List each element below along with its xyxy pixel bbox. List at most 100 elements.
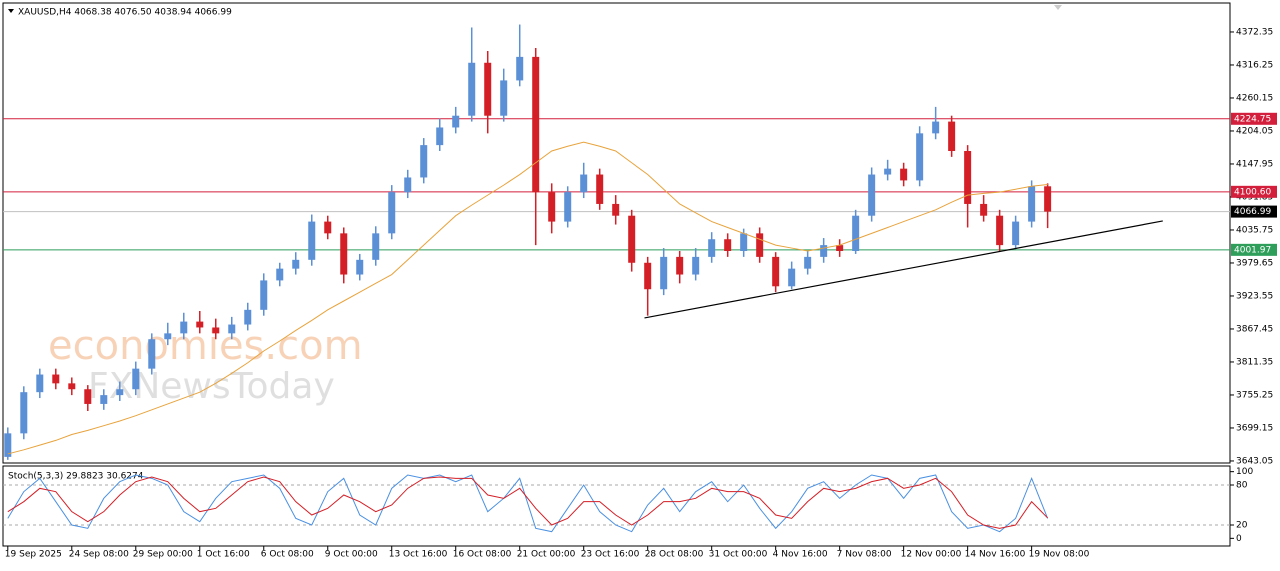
x-tick-label: 14 Nov 16:00 [965,550,1026,560]
x-tick-label: 6 Oct 08:00 [261,550,314,560]
candle-body [564,192,572,222]
candle-body [388,192,396,234]
candle-body [644,262,652,290]
candle-body [180,321,188,334]
candle-body [820,245,828,257]
x-tick-label: 28 Oct 08:00 [645,550,704,560]
candle-body [4,433,12,457]
level-label-box [1231,205,1277,218]
candle-body [596,174,604,204]
candle-body [996,215,1004,246]
y-tick-label: 20 [1236,521,1248,531]
scroll-marker[interactable] [1054,5,1062,10]
x-tick-label: 12 Nov 00:00 [901,550,962,560]
candle-body [260,280,268,310]
candle-body [164,333,172,340]
x-tick-label: 24 Sep 08:00 [69,550,129,560]
y-tick-label: 4035.75 [1236,225,1273,235]
candle-body [404,177,412,193]
candle-body [580,174,588,193]
y-tick-label: 3979.65 [1236,258,1273,268]
candle-body [308,221,316,260]
candle-body [100,395,108,404]
candle-body [884,168,892,175]
level-label: 4100.60 [1234,187,1271,197]
menu-arrow[interactable] [8,9,14,13]
level-label-box [1231,243,1277,256]
oscillator-label: Stoch(5,3,3) 29.8823 30.6274 [8,472,144,482]
y-tick-label: 3867.45 [1236,324,1273,334]
candle-body [500,80,508,116]
y-tick-label: 3699.15 [1236,423,1273,433]
candle-body [676,256,684,275]
candle-body [324,221,332,234]
candle-body [84,389,92,404]
candle-body [452,115,460,128]
candle-body [708,239,716,257]
candle-body [612,203,620,216]
candle-body [1028,186,1036,222]
candle-body [948,121,956,151]
candle-body [964,151,972,204]
candle-body [836,245,844,251]
x-tick-label: 19 Sep 2025 [5,550,62,560]
level-label: 4224.75 [1234,114,1271,124]
level-label-box [1231,112,1277,125]
candle-body [532,56,540,193]
candle-body [1044,186,1052,212]
level-label-box [1231,185,1277,198]
x-tick-label: 7 Nov 08:00 [837,550,892,560]
y-tick-label: 3811.35 [1236,357,1273,367]
candle-body [692,256,700,275]
y-tick-label: 3755.25 [1236,390,1273,400]
y-tick-label: 4372.35 [1236,27,1273,37]
candle-body [1012,221,1020,246]
y-tick-label: 4260.15 [1236,93,1273,103]
candle-body [516,56,524,81]
y-tick-label: 80 [1236,481,1248,491]
candle-body [340,233,348,275]
x-tick-label: 13 Oct 16:00 [389,550,448,560]
chart-header: XAUUSD,H4 4068.38 4076.50 4038.94 4066.9… [18,8,232,18]
oscillator-line [7,476,1048,529]
x-tick-label: 21 Oct 00:00 [517,550,576,560]
candle-body [788,268,796,287]
candle-body [852,215,860,251]
candle-body [436,127,444,146]
x-tick-label: 29 Sep 00:00 [133,550,193,560]
x-tick-label: 9 Oct 00:00 [325,550,378,560]
candle-body [148,339,156,369]
candle-body [244,309,252,325]
candle-body [868,174,876,216]
candle-body [276,268,284,281]
candle-body [804,256,812,269]
candle-body [484,62,492,116]
candle-body [756,233,764,257]
y-tick-label: 4316.25 [1236,60,1273,70]
candle-body [20,392,28,434]
y-tick-label: 0 [1236,534,1242,544]
oscillator-line [7,474,1049,533]
candle-body [628,215,636,263]
candle-body [740,233,748,251]
moving-average [7,141,1048,455]
y-tick-label: 4204.05 [1236,126,1273,136]
x-tick-label: 31 Oct 00:00 [709,550,768,560]
trendline [644,220,1163,319]
candle-body [724,239,732,251]
candle-body [68,383,76,390]
oscillator-pane [2,465,1231,547]
candle-body [980,203,988,216]
x-tick-label: 23 Oct 16:00 [581,550,640,560]
x-tick-label: 1 Oct 16:00 [197,550,250,560]
level-label: 4066.99 [1234,207,1271,217]
candle-body [372,233,380,260]
candle-body [228,324,236,334]
candle-body [420,145,428,178]
candle-body [292,259,300,269]
candle-body [916,133,924,181]
watermark: economies.com [48,323,363,369]
candle-body [356,259,364,275]
